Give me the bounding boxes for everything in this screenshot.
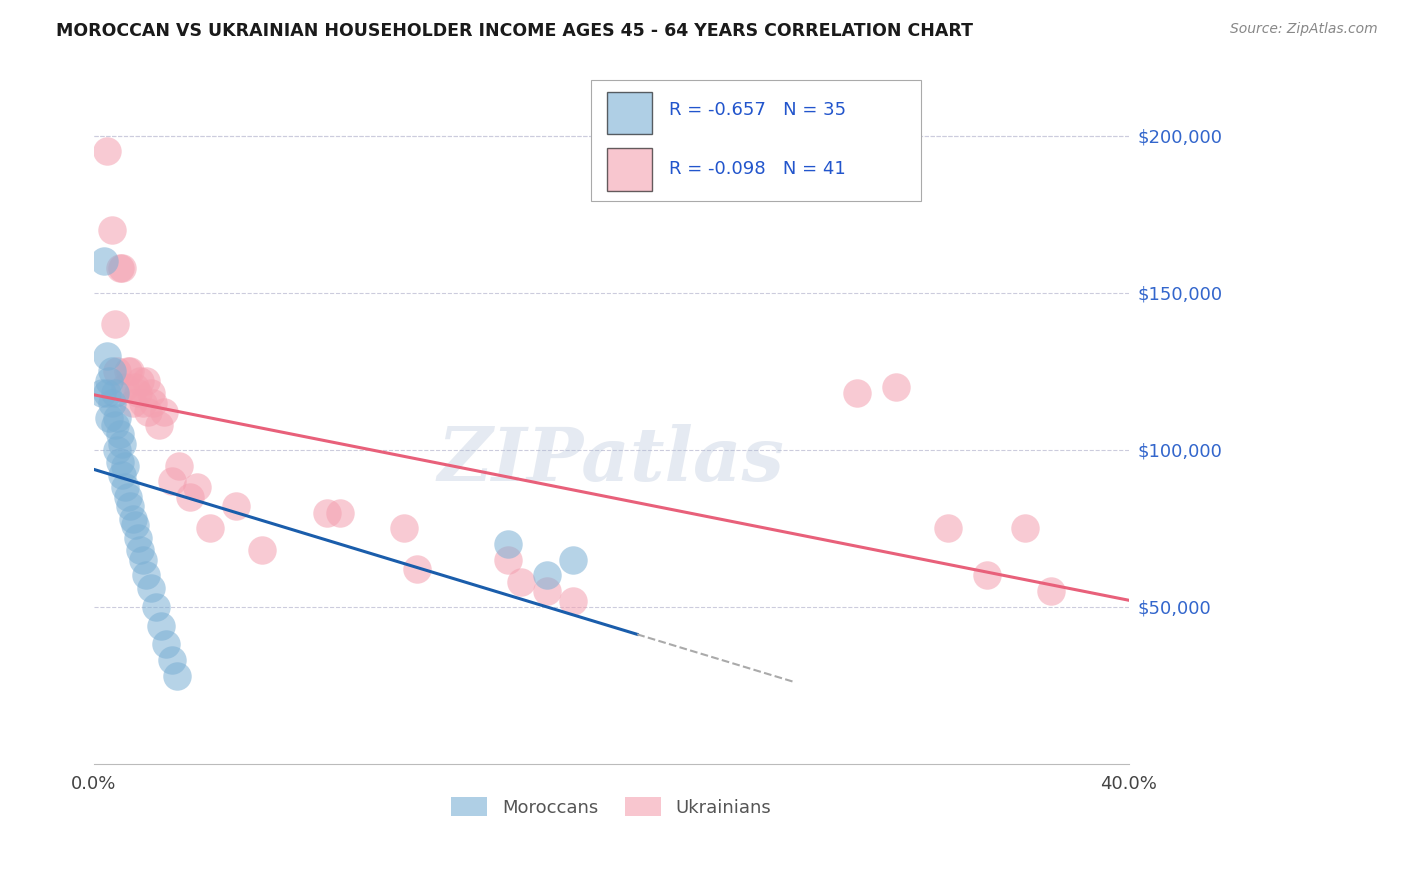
Point [108,455,131,469]
Point [155,638,177,652]
Point [936,521,959,535]
Point [121,395,143,409]
Point [884,380,907,394]
Point [124,380,146,394]
Point [169,458,191,473]
Point [96,145,118,159]
Point [315,506,337,520]
Point [111,260,134,275]
Point [509,574,531,589]
Point [1014,521,1036,535]
Point [105,364,128,378]
Point [129,543,152,558]
Point [98,411,121,425]
Point [394,521,416,535]
Point [139,581,162,595]
Point [104,386,127,401]
Point [117,364,139,378]
Point [561,552,583,566]
Point [536,584,558,599]
Point [108,427,131,442]
Point [148,417,170,432]
Point [160,474,183,488]
Point [127,531,149,545]
Point [127,386,149,401]
Point [139,386,162,401]
Point [120,364,142,378]
Legend: Moroccans, Ukrainians: Moroccans, Ukrainians [444,790,779,824]
Point [124,518,146,533]
Point [186,481,208,495]
Point [406,562,429,576]
Point [136,405,159,419]
Point [93,254,115,268]
Point [536,568,558,582]
Point [135,568,157,582]
Point [120,500,142,514]
Point [496,537,519,551]
Point [121,512,143,526]
Point [561,593,583,607]
Text: MOROCCAN VS UKRAINIAN HOUSEHOLDER INCOME AGES 45 - 64 YEARS CORRELATION CHART: MOROCCAN VS UKRAINIAN HOUSEHOLDER INCOME… [56,22,973,40]
Point [329,506,352,520]
Point [96,349,118,363]
Point [104,317,127,331]
Point [108,260,131,275]
Point [496,552,519,566]
Text: Source: ZipAtlas.com: Source: ZipAtlas.com [1230,22,1378,37]
Point [976,568,998,582]
Text: R = -0.098   N = 41: R = -0.098 N = 41 [669,161,846,178]
Point [104,417,127,432]
Point [105,411,128,425]
Point [142,395,165,409]
Point [179,490,201,504]
Point [101,364,124,378]
Point [145,599,167,614]
Point [114,380,136,394]
Point [111,467,134,482]
Point [129,374,152,388]
Point [166,669,188,683]
Point [846,386,869,401]
Text: ZIPatlas: ZIPatlas [437,424,785,496]
Point [111,436,134,450]
Point [98,374,121,388]
Point [90,386,112,401]
Point [132,395,155,409]
Point [96,386,118,401]
Point [101,395,124,409]
Point [101,223,124,237]
Point [114,458,136,473]
Point [1040,584,1063,599]
Text: R = -0.657   N = 35: R = -0.657 N = 35 [669,101,846,119]
Point [150,618,173,632]
Point [105,442,128,457]
Point [117,490,139,504]
Point [250,543,273,558]
Point [160,653,183,667]
Point [152,405,174,419]
Point [114,481,136,495]
Point [135,374,157,388]
Point [132,552,155,566]
Point [225,500,247,514]
Point [200,521,222,535]
